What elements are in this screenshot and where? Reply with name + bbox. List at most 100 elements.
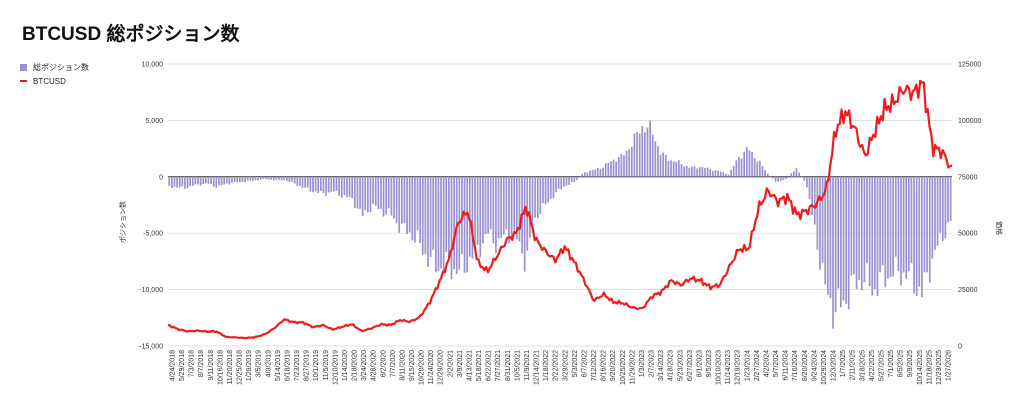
position-bar (380, 176, 382, 209)
position-bar (304, 176, 307, 188)
position-bar (539, 176, 542, 214)
position-bar (761, 166, 764, 177)
position-bar (283, 176, 286, 181)
position-bar (479, 176, 482, 258)
x-tick-label: 5/29/2018 (179, 350, 186, 381)
position-bar (429, 176, 432, 258)
position-bar (220, 176, 223, 186)
position-bar (395, 176, 398, 224)
position-bar (717, 170, 719, 177)
position-bar (244, 176, 246, 183)
position-bar (372, 176, 374, 204)
x-tick-label: 2/22/2022 (553, 350, 560, 381)
position-bar (918, 176, 921, 287)
position-bar (887, 176, 889, 279)
position-bar (576, 176, 578, 181)
x-tick-label: 5/3/2022 (572, 350, 579, 377)
position-bar (171, 176, 173, 188)
position-bar (719, 171, 722, 177)
position-bar (900, 176, 902, 286)
x-tick-label: 12/14/2021 (534, 350, 541, 385)
position-bar (291, 176, 293, 182)
x-tick-label: 3/24/2020 (361, 350, 368, 381)
position-bar (630, 147, 633, 177)
position-bar (628, 149, 631, 177)
x-tick-label: 8/1/2023 (696, 350, 703, 377)
position-bar (353, 176, 356, 208)
position-bar (670, 160, 672, 177)
position-bar (685, 165, 688, 177)
x-tick-label: 7/3/2018 (189, 350, 196, 377)
position-bar (779, 176, 782, 182)
position-bar (440, 176, 442, 269)
position-bar (819, 176, 821, 270)
position-bar (236, 176, 239, 183)
position-bar (949, 176, 952, 222)
position-bar (330, 176, 333, 192)
position-bar (565, 176, 568, 186)
position-bar (317, 176, 320, 193)
position-bar (774, 176, 777, 182)
position-bar (691, 166, 693, 177)
position-bar (495, 176, 497, 254)
position-bar (688, 167, 691, 177)
y-right-tick-label: 100000 (958, 118, 981, 125)
position-bar (654, 141, 657, 177)
x-tick-label: 6/11/2024 (783, 350, 790, 381)
position-bar (374, 176, 377, 206)
position-bar (667, 160, 670, 177)
x-tick-label: 7/27/2021 (495, 350, 502, 381)
position-bar (782, 176, 785, 181)
position-bar (168, 176, 171, 186)
position-bar (351, 176, 354, 198)
position-bar (194, 176, 197, 185)
position-bar (288, 176, 291, 182)
position-bar (424, 176, 427, 254)
position-bar (382, 176, 385, 217)
legend-item-btcusd: BTCUSD (20, 74, 89, 88)
position-bar (596, 168, 599, 177)
chart-title: BTCUSD 総ポジション数 (22, 24, 240, 45)
y-left-tick-label: 5,000 (145, 118, 163, 125)
position-bar (223, 176, 225, 185)
position-bar (557, 176, 560, 189)
x-tick-label: 6/2/2020 (380, 350, 387, 377)
position-bar (421, 176, 424, 255)
position-bar (926, 176, 928, 273)
position-bar (617, 157, 620, 177)
x-tick-label: 11/9/2021 (524, 350, 531, 381)
position-bar (325, 176, 327, 196)
x-tick-label: 2/7/2023 (649, 350, 656, 377)
y-left-tick-label: -5,000 (143, 231, 163, 238)
x-tick-label: 1/27/2026 (946, 350, 953, 381)
x-tick-label: 5/14/2019 (275, 350, 282, 381)
position-bar (450, 176, 453, 280)
x-tick-label: 10/25/2022 (620, 350, 627, 385)
x-tick-label: 7/16/2024 (792, 350, 799, 381)
position-bar (607, 162, 610, 177)
btcusd-line (167, 79, 953, 340)
position-bar (529, 176, 531, 238)
position-bar (821, 176, 824, 263)
position-bar (664, 154, 667, 177)
position-bar (513, 176, 516, 231)
x-tick-label: 11/24/2020 (428, 350, 435, 385)
position-bar (544, 176, 547, 205)
x-tick-label: 5/7/2024 (773, 350, 780, 377)
position-bar (813, 176, 816, 225)
position-bar (806, 176, 808, 188)
position-bar (764, 170, 766, 177)
position-bar (855, 176, 858, 289)
position-bar (340, 176, 343, 198)
position-bar (463, 176, 466, 273)
position-bar (931, 176, 934, 259)
legend-label-positions: 総ポジション数 (33, 62, 89, 72)
position-bar (751, 151, 753, 177)
position-bar (874, 176, 876, 289)
position-bar (233, 176, 236, 182)
x-tick-label: 4/28/2020 (371, 350, 378, 381)
position-bar (772, 176, 774, 179)
position-bar (367, 176, 369, 213)
position-bar (678, 160, 680, 177)
position-bar (500, 176, 503, 238)
